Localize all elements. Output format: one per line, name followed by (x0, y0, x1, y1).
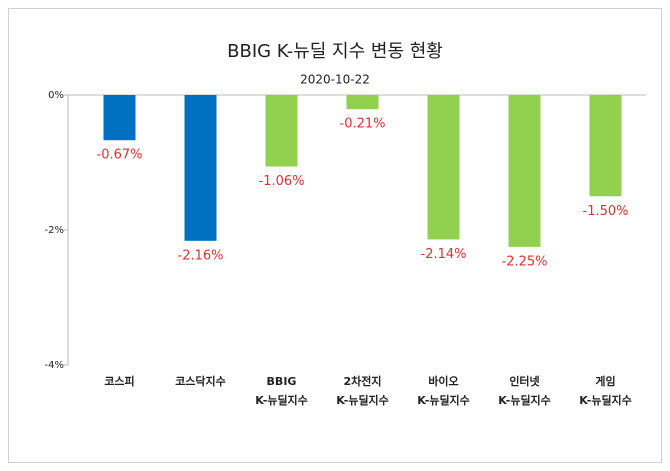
y-tick-label: -4% (45, 360, 64, 371)
data-label: -0.21% (340, 117, 386, 132)
data-label: -2.14% (421, 247, 467, 262)
x-tick-label: 코스피 (104, 374, 134, 388)
x-tick-label: K-뉴딜지수 (579, 393, 632, 407)
bar (508, 95, 541, 247)
y-tick-label: 0% (48, 90, 64, 101)
x-tick-label: 2차전지 (343, 374, 381, 388)
x-tick-label: K-뉴딜지수 (255, 393, 308, 407)
bar (427, 95, 460, 240)
x-tick-label: K-뉴딜지수 (336, 393, 389, 407)
chart-subtitle: 2020-10-22 (300, 73, 370, 87)
bar (103, 95, 136, 141)
x-tick-label: 인터넷 (509, 374, 539, 388)
chart-frame (8, 8, 662, 463)
data-label: -1.06% (259, 174, 305, 189)
x-tick-label: K-뉴딜지수 (498, 393, 551, 407)
x-tick-label: BBIG (267, 375, 297, 388)
chart-title: BBIG K-뉴딜 지수 변동 현황 (227, 41, 443, 62)
x-tick-label: K-뉴딜지수 (417, 393, 470, 407)
bar (184, 95, 217, 241)
x-tick-label: 게임 (595, 374, 615, 388)
bar (265, 95, 298, 167)
y-tick-label: -2% (45, 225, 64, 236)
bar (346, 95, 379, 110)
data-label: -2.16% (178, 248, 224, 263)
bar (589, 95, 622, 197)
data-label: -0.67% (97, 148, 143, 163)
x-tick-label: 바이오 (428, 374, 458, 388)
data-label: -1.50% (583, 204, 629, 219)
x-tick-label: 코스닥지수 (175, 374, 226, 388)
data-label: -2.25% (502, 254, 548, 269)
